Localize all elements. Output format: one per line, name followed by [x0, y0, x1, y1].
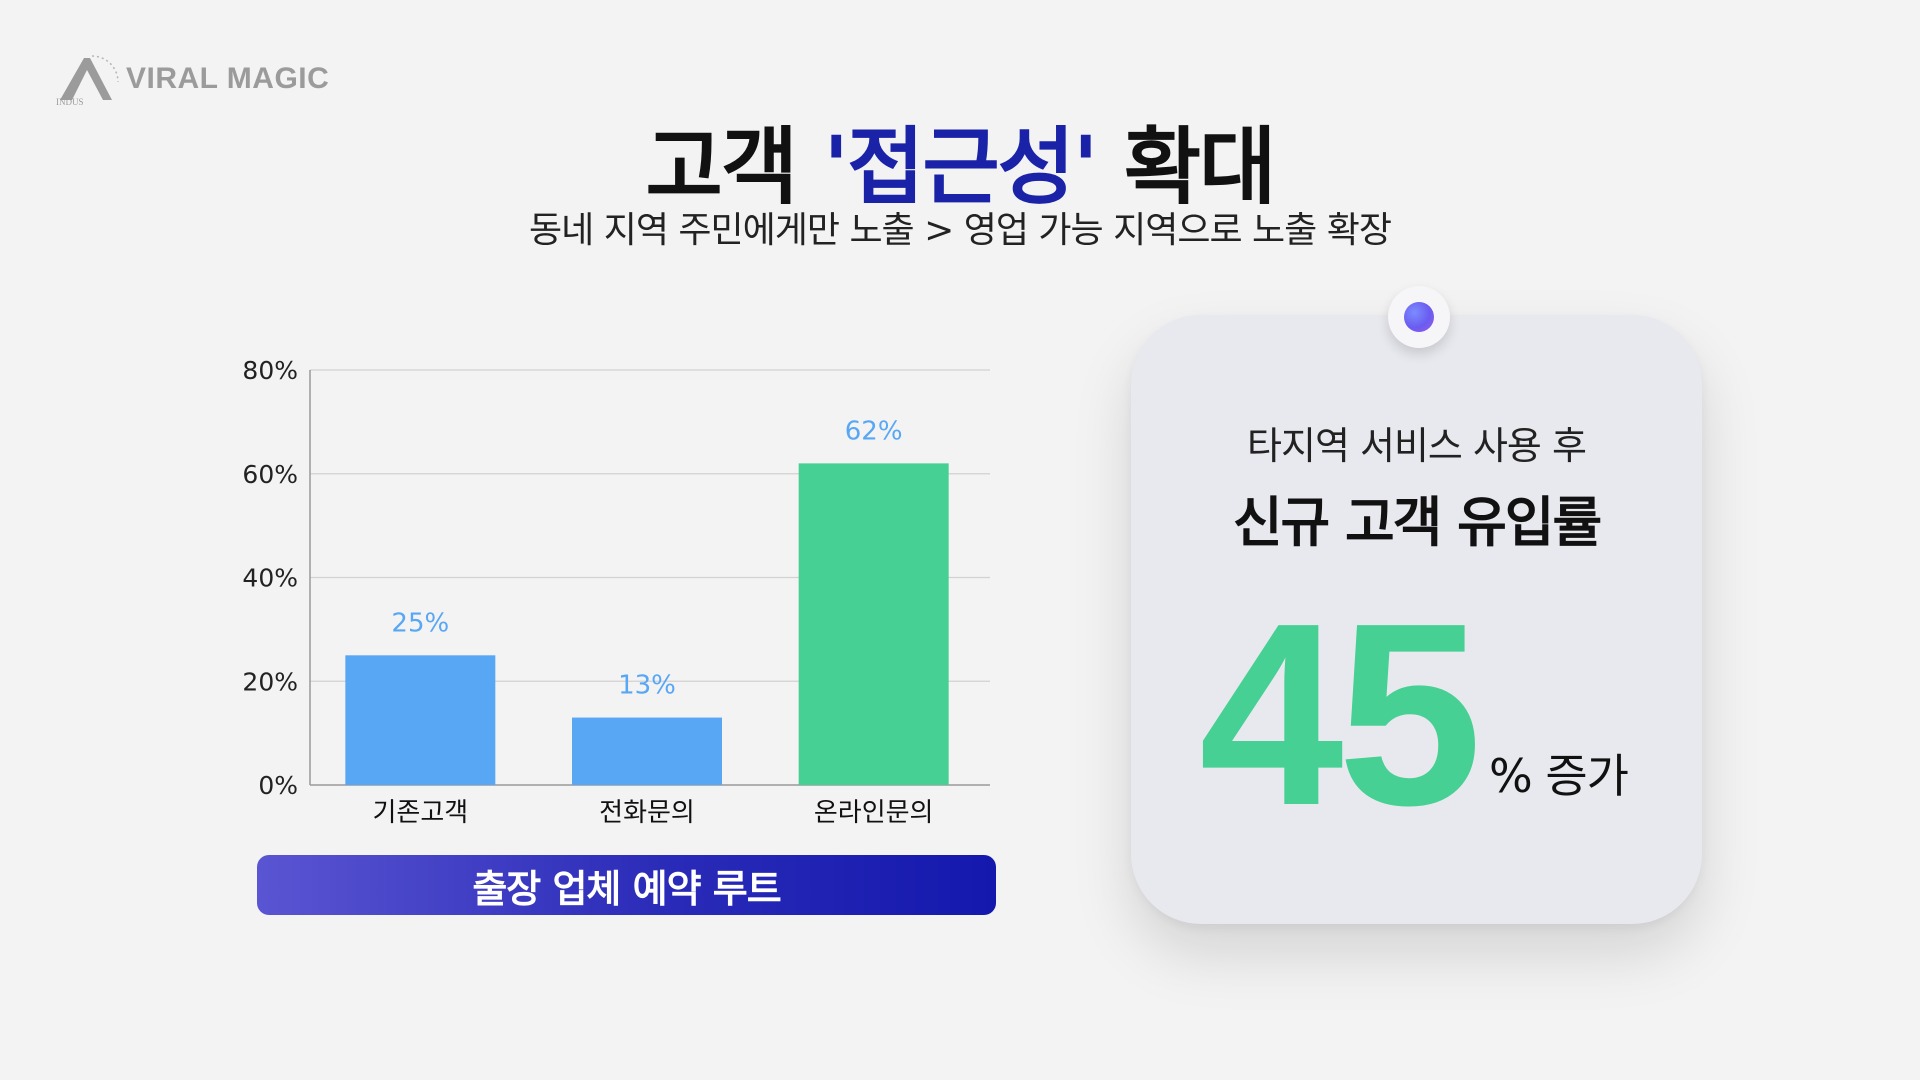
bar: [798, 463, 949, 785]
stat-card-line2: 신규 고객 유입률: [1232, 491, 1602, 554]
x-tick-label: 기존고객: [372, 798, 468, 828]
page-title: 고객 '접근성' 확대: [0, 100, 1920, 221]
logo-a-icon: INDUS: [56, 55, 119, 106]
bar: [345, 655, 496, 785]
page-subtitle: 동네 지역 주민에게만 노출 > 영업 가능 지역으로 노출 확장: [529, 210, 1392, 251]
y-tick-label: 80%: [242, 356, 298, 385]
x-tick-label: 온라인문의: [814, 798, 934, 828]
title-highlight: '접근성': [823, 118, 1098, 216]
y-tick-label: 60%: [242, 460, 298, 489]
y-tick-label: 20%: [242, 667, 298, 696]
y-tick-label: 40%: [242, 564, 298, 593]
brand-logo: INDUS VIRAL MAGIC: [56, 52, 329, 106]
x-tick-label: 전화문의: [599, 798, 695, 828]
data-label: 13%: [618, 671, 676, 701]
title-suffix: 확대: [1096, 118, 1277, 216]
logo-text: VIRAL MAGIC: [126, 62, 330, 95]
y-tick-label: 0%: [258, 771, 298, 800]
data-label: 62%: [845, 416, 903, 446]
stat-card-line1: 타지역 서비스 사용 후: [1247, 424, 1587, 468]
stat-card: 타지역 서비스 사용 후 신규 고객 유입률 45 % 증가: [1131, 315, 1702, 924]
pin-dot-icon: [1404, 302, 1434, 332]
logo-mark-text: INDUS: [56, 97, 84, 106]
pin-icon: [1388, 286, 1450, 348]
chart-caption: 출장 업체 예약 루트: [257, 855, 996, 915]
title-prefix: 고객: [645, 118, 824, 216]
stat-suffix: % 증가: [1489, 749, 1629, 803]
stat-value: 45: [1199, 570, 1482, 860]
data-label: 25%: [391, 608, 449, 638]
bar: [572, 717, 722, 785]
